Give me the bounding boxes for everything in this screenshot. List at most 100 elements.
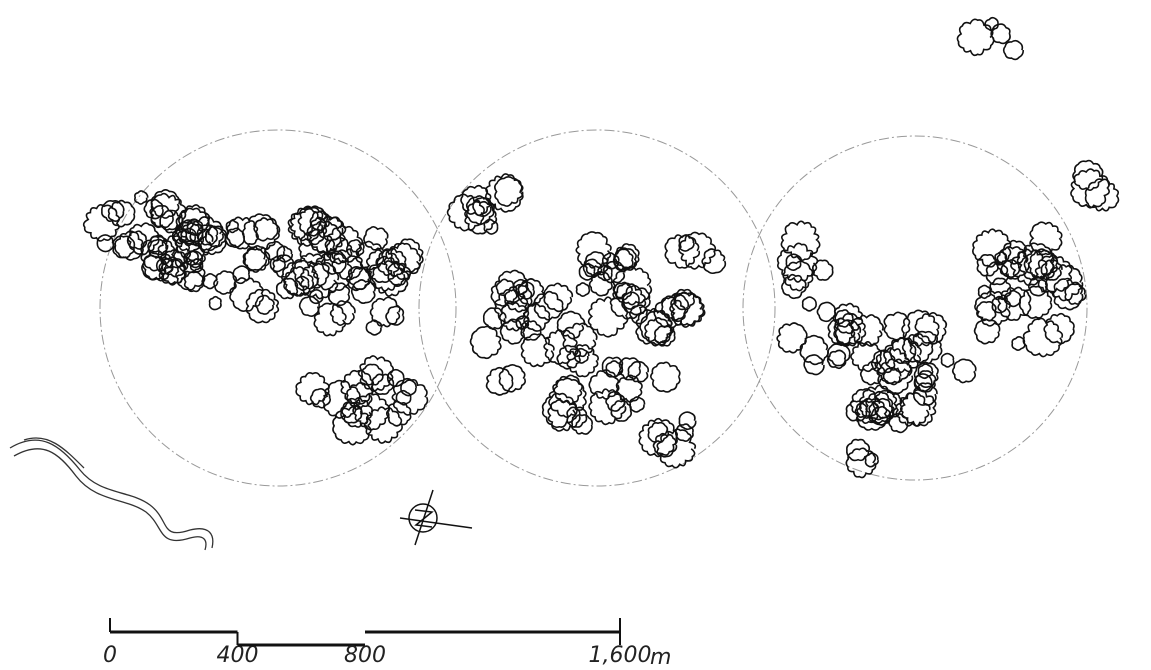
tree bbox=[1027, 276, 1048, 297]
tree bbox=[877, 358, 914, 395]
tree bbox=[587, 296, 629, 338]
tree bbox=[357, 355, 394, 392]
north-arrow bbox=[399, 489, 473, 546]
tree bbox=[650, 361, 681, 393]
tree bbox=[913, 382, 938, 406]
tree bbox=[644, 317, 672, 346]
tree bbox=[361, 363, 384, 386]
tree bbox=[346, 382, 374, 409]
tree bbox=[578, 263, 596, 281]
tree bbox=[834, 309, 854, 328]
tree bbox=[363, 226, 389, 251]
tree bbox=[780, 220, 821, 262]
tree bbox=[499, 318, 526, 345]
tree bbox=[127, 222, 160, 256]
tree bbox=[901, 333, 934, 364]
tree bbox=[400, 379, 417, 397]
tree bbox=[383, 242, 422, 281]
tree bbox=[627, 360, 650, 383]
tree bbox=[517, 278, 545, 306]
tree bbox=[346, 239, 365, 258]
tree bbox=[386, 368, 405, 388]
tree bbox=[612, 265, 653, 306]
tree bbox=[460, 184, 492, 217]
tree bbox=[1003, 289, 1022, 308]
tree bbox=[575, 231, 612, 269]
tree bbox=[629, 396, 646, 413]
tree bbox=[348, 267, 372, 290]
tree bbox=[1002, 39, 1025, 61]
tree bbox=[213, 270, 237, 295]
tree bbox=[850, 340, 882, 373]
tree bbox=[605, 390, 626, 412]
tree bbox=[976, 301, 997, 322]
tree bbox=[294, 275, 310, 292]
tree bbox=[363, 406, 403, 444]
tree bbox=[811, 259, 834, 281]
tree bbox=[197, 226, 227, 256]
tree bbox=[997, 286, 1032, 321]
tree bbox=[292, 252, 330, 290]
tree bbox=[287, 205, 328, 247]
tree bbox=[588, 369, 620, 400]
tree bbox=[1051, 277, 1084, 311]
tree bbox=[313, 302, 347, 337]
tree bbox=[834, 319, 862, 346]
tree bbox=[701, 248, 727, 275]
tree bbox=[245, 288, 280, 324]
tree bbox=[472, 196, 493, 217]
tree bbox=[899, 389, 937, 427]
tree bbox=[913, 361, 939, 389]
tree bbox=[826, 349, 847, 370]
tree bbox=[629, 304, 648, 325]
tree bbox=[776, 322, 808, 354]
tree bbox=[989, 277, 1012, 301]
scale-label: 1,600 bbox=[589, 643, 652, 668]
tree bbox=[855, 397, 889, 431]
tree bbox=[229, 277, 264, 312]
tree bbox=[845, 438, 871, 462]
tree bbox=[882, 366, 902, 386]
tree bbox=[186, 218, 204, 236]
tree bbox=[96, 234, 115, 253]
tree bbox=[312, 251, 353, 293]
tree bbox=[781, 273, 807, 300]
tree bbox=[107, 199, 136, 228]
tree bbox=[888, 413, 909, 434]
tree bbox=[541, 392, 578, 429]
tree bbox=[1072, 159, 1104, 191]
tree bbox=[483, 218, 499, 235]
tree bbox=[1070, 168, 1111, 209]
tree bbox=[134, 190, 149, 205]
tree bbox=[799, 334, 829, 366]
tree bbox=[984, 16, 999, 32]
river bbox=[9, 437, 214, 551]
tree bbox=[588, 270, 613, 297]
tree bbox=[956, 18, 995, 57]
tree bbox=[242, 245, 271, 273]
tree bbox=[951, 358, 977, 384]
tree bbox=[385, 305, 405, 326]
tree bbox=[996, 246, 1030, 280]
tree-canopy bbox=[82, 16, 1120, 479]
tree bbox=[175, 207, 211, 243]
tree bbox=[901, 309, 940, 348]
scale-label: 0 bbox=[103, 643, 117, 668]
tree bbox=[515, 315, 530, 330]
tree bbox=[309, 388, 332, 409]
scale-unit: m bbox=[650, 645, 671, 670]
tree bbox=[204, 225, 228, 248]
tree bbox=[845, 447, 877, 479]
tree bbox=[864, 452, 879, 468]
tree bbox=[1034, 254, 1073, 294]
tree bbox=[469, 325, 502, 360]
study-circle bbox=[418, 129, 776, 487]
tree bbox=[1022, 317, 1064, 358]
tree bbox=[654, 325, 676, 347]
tree bbox=[547, 399, 581, 432]
scale-label: 800 bbox=[344, 643, 386, 668]
tree bbox=[1064, 283, 1087, 305]
tree bbox=[175, 259, 206, 291]
tree bbox=[142, 250, 174, 282]
tree bbox=[652, 432, 678, 458]
